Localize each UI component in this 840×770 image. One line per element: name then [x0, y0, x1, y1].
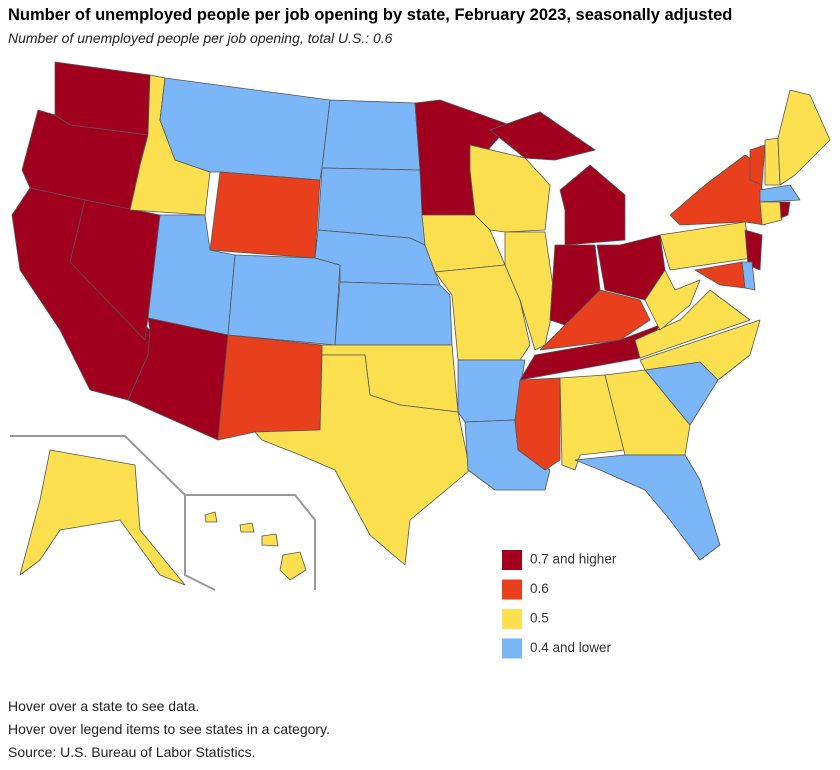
state[interactable] — [741, 261, 756, 291]
state[interactable] — [759, 201, 783, 226]
legend-label[interactable]: 0.6 — [530, 581, 549, 596]
state[interactable] — [639, 319, 761, 381]
legend: 0.7 and higher 0.6 0.5 0.4 and lower — [502, 550, 617, 659]
note: Source: U.S. Bureau of Labor Statistics. — [8, 744, 256, 760]
note: Hover over a state to see data. — [8, 698, 200, 714]
legend-swatch[interactable] — [502, 579, 522, 600]
state[interactable] — [227, 254, 341, 346]
state[interactable] — [321, 99, 421, 171]
legend-swatch[interactable] — [502, 609, 522, 629]
state[interactable] — [644, 269, 701, 331]
state[interactable] — [764, 137, 781, 186]
state[interactable] — [574, 454, 721, 561]
note: Hover over legend items to see states in… — [8, 721, 330, 737]
inset-borders — [10, 435, 316, 591]
state[interactable] — [604, 369, 691, 456]
state[interactable] — [759, 184, 801, 203]
state[interactable] — [19, 449, 186, 586]
state[interactable] — [634, 289, 751, 359]
map-subtitle: Number of unemployed people per job open… — [8, 30, 393, 46]
legend-label[interactable]: 0.4 and lower — [530, 640, 612, 655]
state[interactable] — [209, 171, 321, 259]
state[interactable] — [779, 201, 791, 219]
legend-swatch[interactable] — [502, 638, 522, 659]
state[interactable] — [69, 199, 161, 341]
legend-item[interactable]: 0.7 and higher — [502, 550, 617, 570]
map-title: Number of unemployed people per job open… — [8, 6, 733, 24]
state[interactable] — [694, 261, 746, 289]
legend-item[interactable]: 0.6 — [502, 579, 549, 600]
state[interactable] — [777, 89, 831, 186]
legend-label[interactable]: 0.7 and higher — [530, 552, 617, 567]
legend-item[interactable]: 0.4 and lower — [502, 638, 612, 659]
state[interactable] — [457, 359, 526, 423]
notes: Hover over a state to see data. Hover ov… — [8, 695, 330, 764]
map: 0.7 and higher 0.6 0.5 0.4 and lower — [10, 61, 831, 659]
state[interactable] — [744, 229, 763, 271]
states — [11, 61, 831, 586]
state[interactable] — [254, 354, 471, 566]
legend-item[interactable]: 0.5 — [502, 609, 549, 629]
state[interactable] — [217, 334, 323, 441]
legend-swatch[interactable] — [502, 550, 522, 570]
state[interactable] — [489, 111, 596, 161]
inset-border — [185, 494, 316, 590]
state[interactable] — [334, 281, 453, 346]
state[interactable] — [749, 144, 766, 186]
state[interactable] — [504, 231, 556, 351]
legend-label[interactable]: 0.5 — [530, 611, 549, 626]
state[interactable] — [539, 289, 651, 351]
state[interactable] — [204, 511, 307, 581]
